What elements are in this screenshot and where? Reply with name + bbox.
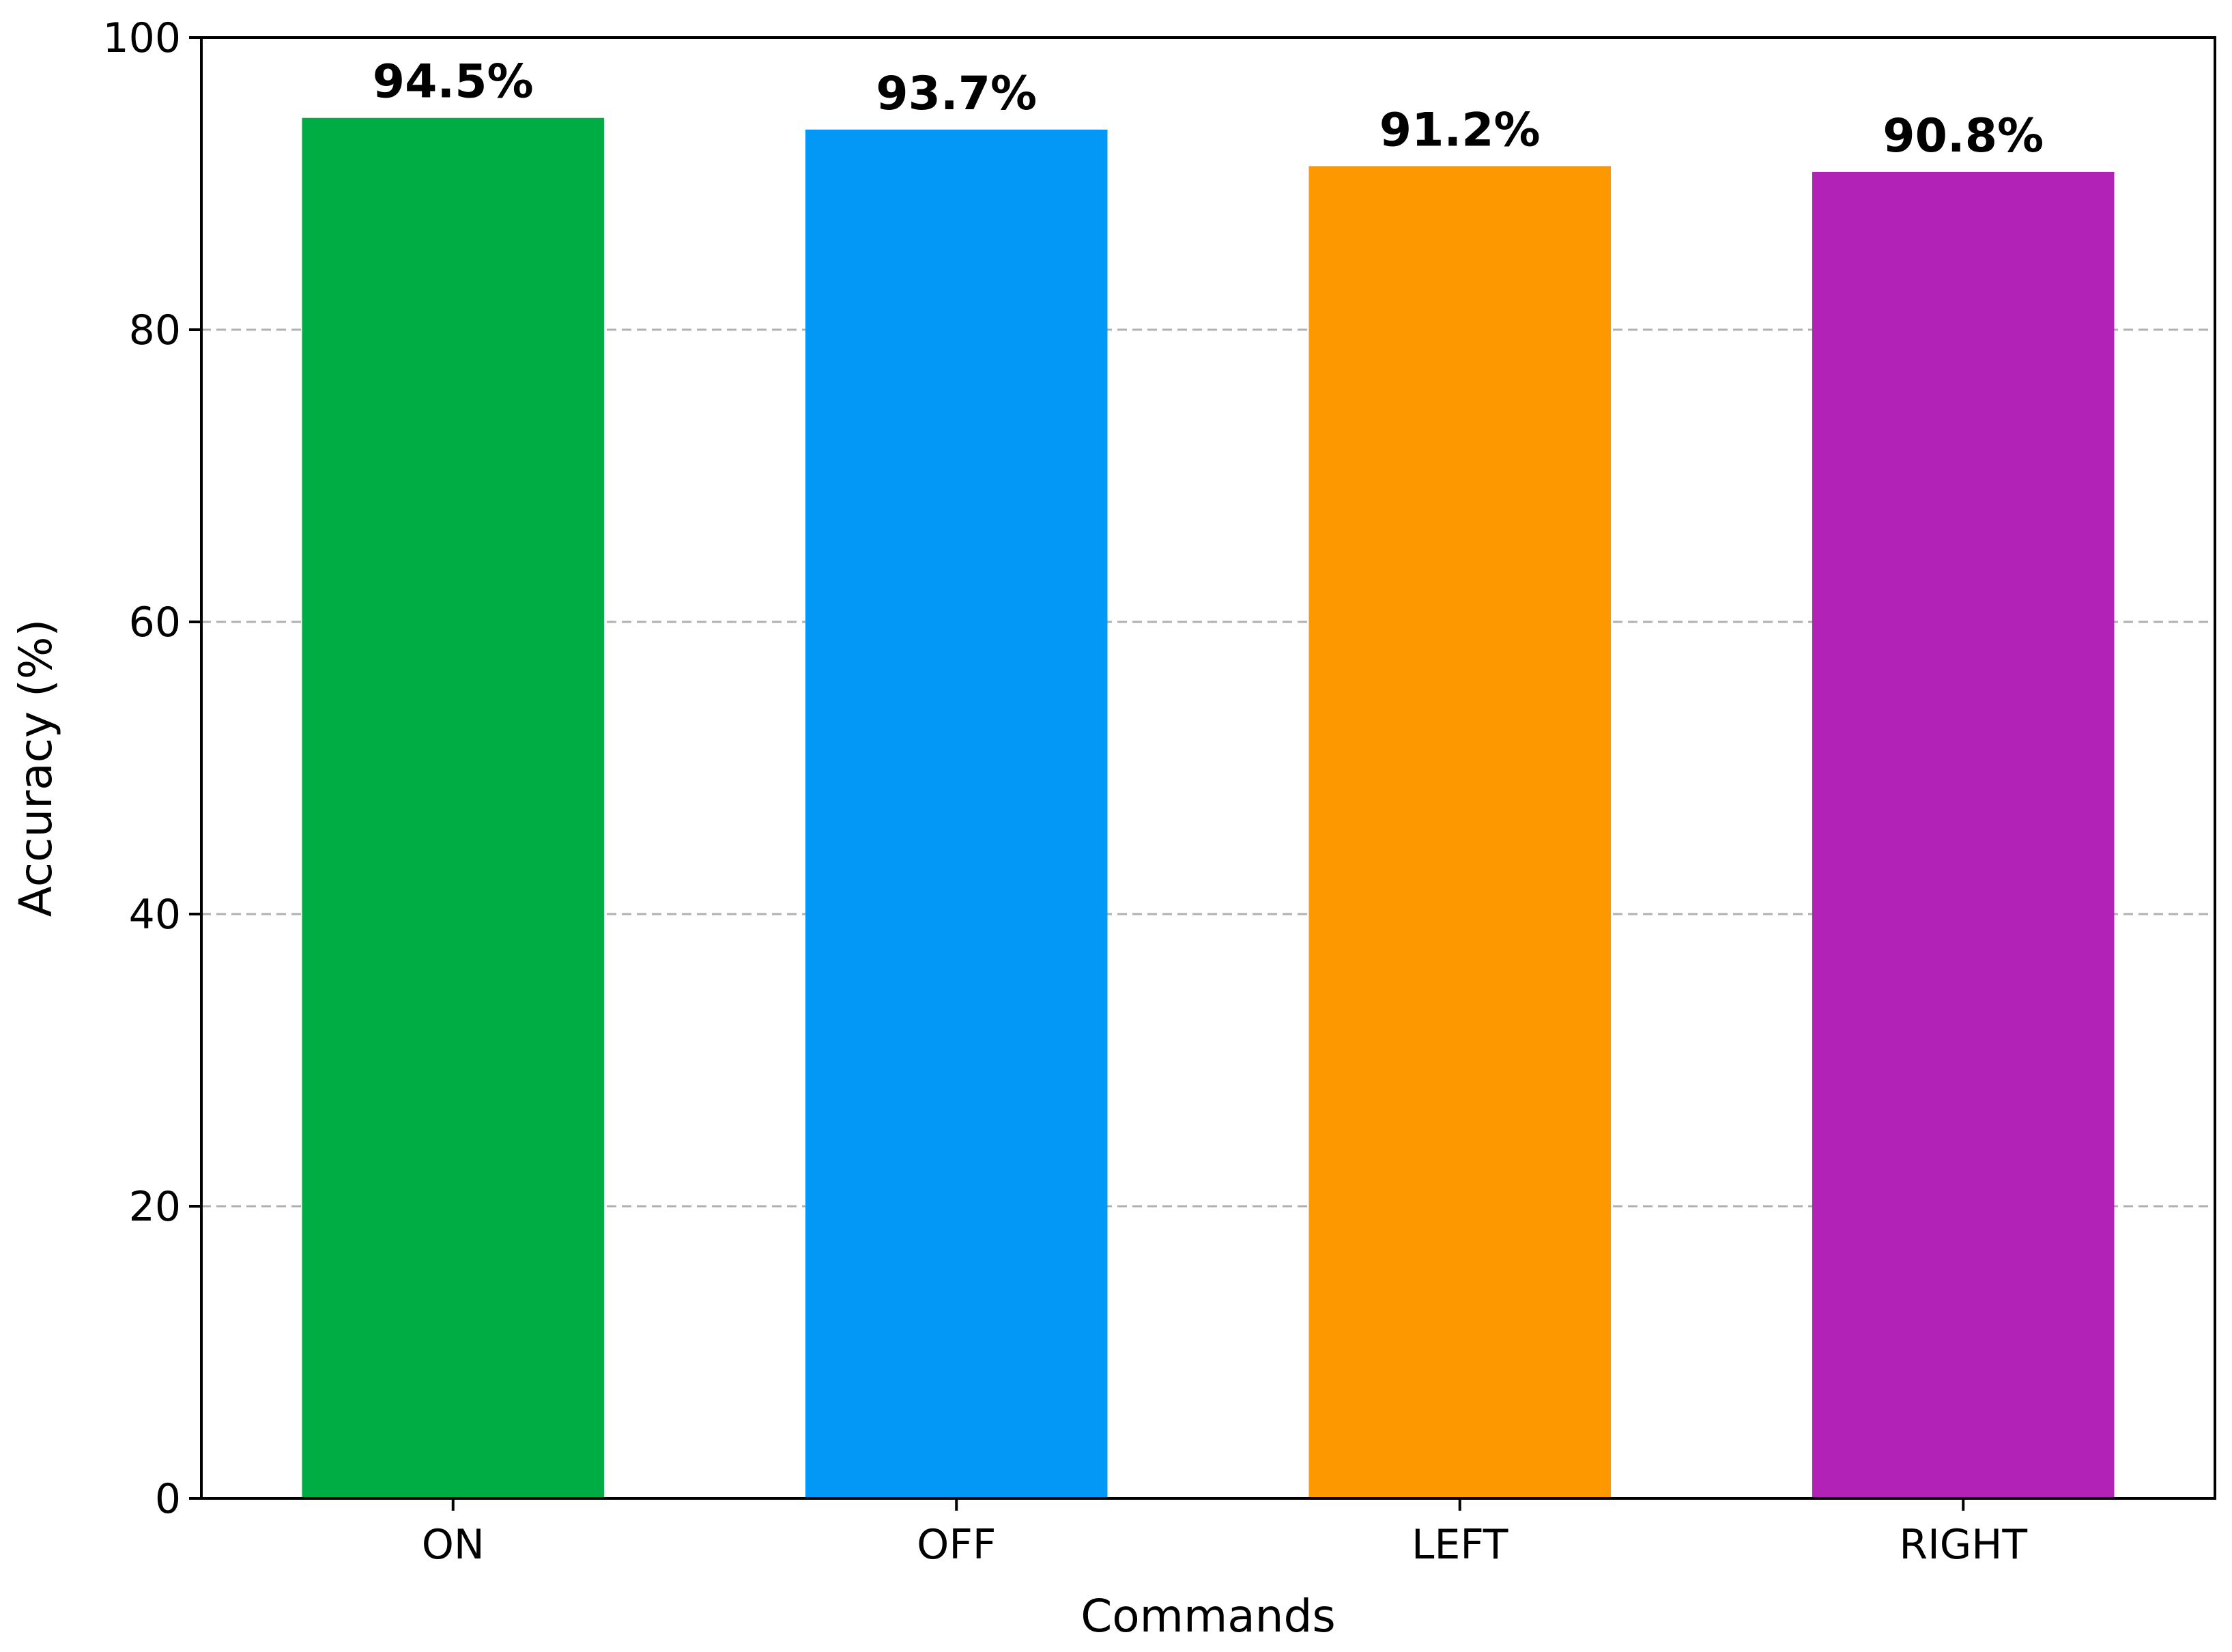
y-tick-label: 60: [129, 599, 181, 646]
value-labels: 94.5% 93.7% 91.2% 90.8%: [373, 55, 2044, 163]
value-label: 90.8%: [1883, 109, 2044, 163]
plot-frame: [200, 36, 2216, 1500]
bar-on: [302, 117, 604, 1499]
y-tick-label: 80: [129, 307, 181, 354]
x-tick-label: OFF: [917, 1521, 996, 1569]
y-tick-label: 0: [155, 1475, 181, 1523]
bar-off: [805, 129, 1108, 1498]
x-tick-label: ON: [422, 1521, 485, 1569]
x-axis-label: Commands: [1081, 1590, 1336, 1642]
y-axis-label: Accuracy (%): [10, 619, 62, 917]
x-tick-label: LEFT: [1412, 1521, 1508, 1569]
value-label: 93.7%: [876, 67, 1037, 121]
value-label: 94.5%: [373, 55, 534, 109]
bar-left: [1308, 166, 1611, 1498]
bars: [302, 117, 2115, 1499]
y-tick-label: 20: [129, 1183, 181, 1231]
value-label: 91.2%: [1379, 103, 1541, 157]
bar-right: [1812, 171, 2115, 1498]
x-tick-label: RIGHT: [1899, 1521, 2027, 1569]
y-tick-label: 100: [102, 14, 181, 62]
y-tick-label: 40: [129, 891, 181, 939]
x-axis-ticks: ON OFF LEFT RIGHT: [422, 1498, 2027, 1569]
y-axis-ticks: 0 20 40 60 80 100: [102, 14, 201, 1523]
